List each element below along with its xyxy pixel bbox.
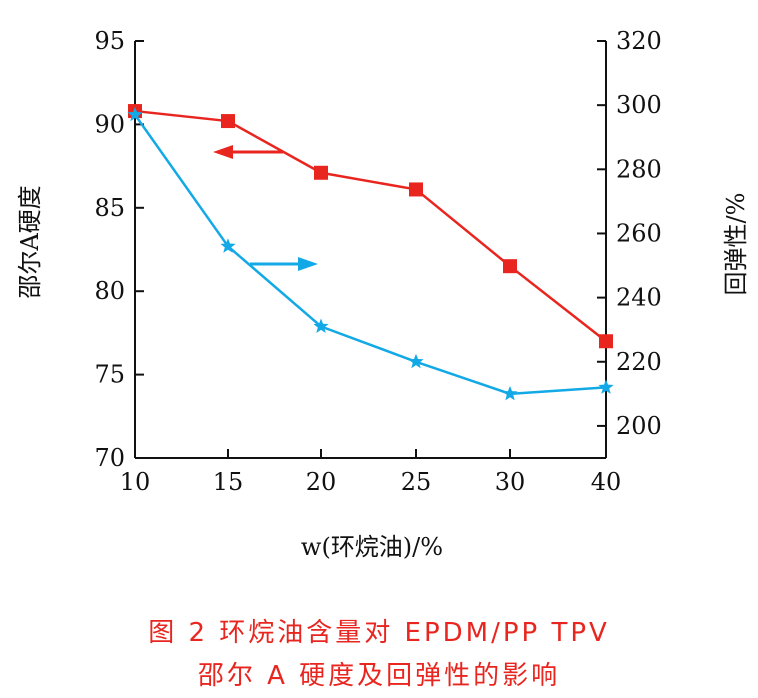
series-1-marker xyxy=(220,238,236,253)
axes: 70 75 80 85 90 95 200 220 240 260 280 300 320 10 15 20 2… xyxy=(94,27,661,496)
left-tick-label: 80 xyxy=(94,277,125,305)
right-tick-label: 240 xyxy=(616,284,662,312)
left-tick-label: 75 xyxy=(94,361,125,389)
series-layer xyxy=(127,104,614,401)
right-tick-label: 260 xyxy=(616,219,662,247)
series-1-marker xyxy=(313,318,329,333)
right-tick-label: 200 xyxy=(616,412,662,440)
right-tick-label: 300 xyxy=(616,91,662,119)
figure-caption-line-2: 邵尔 A 硬度及回弹性的影响 xyxy=(197,661,561,691)
series-1-marker xyxy=(598,379,614,394)
left-tick-label: 70 xyxy=(94,444,125,472)
right-tick-label: 280 xyxy=(616,155,662,183)
series-1-marker xyxy=(127,106,143,122)
left-tick-label: 95 xyxy=(94,27,125,55)
left-axis-title: 邵尔A硬度 xyxy=(16,185,44,298)
left-tick-label: 85 xyxy=(94,194,125,222)
x-tick-label: 10 xyxy=(120,468,151,496)
series-0-marker xyxy=(314,165,328,180)
chart: 70 75 80 85 90 95 200 220 240 260 280 300 320 10 15 20 2… xyxy=(16,27,750,560)
series-0-marker xyxy=(221,114,235,129)
series-1-line xyxy=(133,114,607,396)
x-tick-label: 30 xyxy=(495,468,526,496)
right-tick-label: 220 xyxy=(616,348,662,376)
series-0-marker xyxy=(503,259,517,274)
x-tick-label: 25 xyxy=(401,468,432,496)
series-0-marker xyxy=(409,182,423,197)
series-1-marker xyxy=(502,385,518,401)
series-1-marker xyxy=(408,353,424,369)
right-axis-title: 回弹性/% xyxy=(722,193,750,296)
figure-caption-line-1: 图 2 环烷油含量对 EPDM/PP TPV xyxy=(148,618,610,648)
x-tick-label: 40 xyxy=(591,468,622,496)
annotations-layer xyxy=(213,145,318,271)
series-0-marker xyxy=(599,334,613,349)
right-tick-label: 320 xyxy=(616,27,662,55)
left-tick-label: 90 xyxy=(94,110,125,138)
x-tick-label: 15 xyxy=(213,468,244,496)
series-0-line xyxy=(134,109,607,343)
left-arrow-head xyxy=(213,145,233,159)
x-tick-label: 20 xyxy=(306,468,337,496)
x-axis-title: w(环烷油)/% xyxy=(301,533,443,560)
right-arrow-head xyxy=(298,257,318,271)
